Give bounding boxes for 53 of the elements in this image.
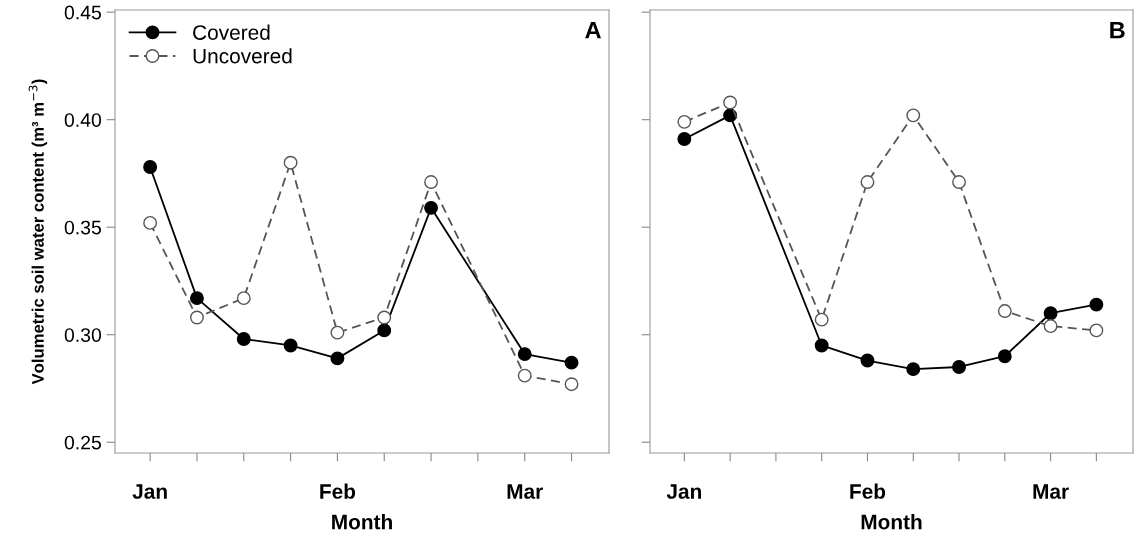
point [860, 353, 875, 368]
x-tick-label: Feb [320, 483, 356, 499]
point [330, 351, 345, 366]
x-axis-title: Month [861, 514, 922, 530]
point [283, 338, 298, 353]
point [723, 95, 738, 110]
point [564, 377, 579, 392]
x-tick-label: Jan [666, 484, 701, 499]
point [236, 291, 251, 306]
point [283, 155, 298, 170]
x-tick-label: Mar [507, 484, 543, 499]
legend-label: Uncovered [193, 48, 292, 64]
point [377, 323, 392, 338]
point [517, 368, 532, 383]
point [677, 132, 692, 146]
point [143, 215, 158, 230]
y-tick-label: 0.35 [64, 220, 101, 235]
x-tick-label: Jan [132, 484, 167, 499]
annotation: A [585, 21, 601, 39]
y-tick-label: 0.45 [64, 5, 101, 20]
legend-label: Covered [193, 24, 270, 40]
point [330, 325, 345, 340]
point [236, 332, 251, 346]
point [517, 347, 532, 362]
point [564, 355, 579, 370]
point [377, 310, 392, 325]
point [952, 175, 966, 189]
point [1089, 297, 1104, 312]
point [1043, 306, 1058, 321]
point [860, 175, 875, 189]
point [1089, 323, 1104, 338]
point [189, 291, 204, 306]
point [189, 310, 204, 325]
y-tick-label: 0.25 [64, 435, 101, 450]
y-tick-label: 0.40 [64, 113, 102, 127]
point [997, 304, 1012, 319]
point [997, 349, 1012, 364]
point [143, 160, 158, 174]
point [424, 200, 439, 215]
x-axis-title: Month [332, 514, 392, 530]
point [814, 338, 829, 353]
point [677, 114, 692, 129]
point [814, 312, 829, 327]
point [906, 362, 921, 377]
y-tick-label: 0.30 [64, 328, 102, 342]
y-axis-title: Volumetric soil water content (m³ m$^{−3}$) [28, 79, 48, 385]
point [1043, 319, 1058, 334]
point [952, 360, 966, 374]
annotation: B [1110, 21, 1125, 39]
point [906, 108, 921, 123]
point [424, 175, 439, 189]
x-tick-label: Feb [850, 483, 886, 499]
x-tick-label: Mar [1033, 484, 1069, 499]
